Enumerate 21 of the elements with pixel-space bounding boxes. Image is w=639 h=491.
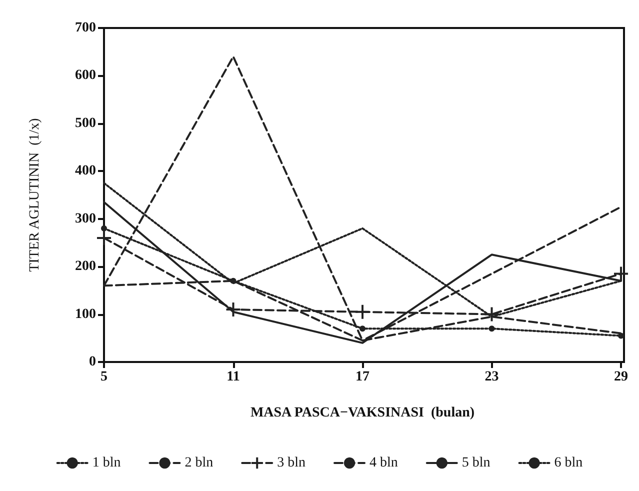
x-tick-label: 5 <box>100 370 108 384</box>
y-tick-label: 700 <box>75 20 96 36</box>
y-tick-label: 600 <box>75 68 96 84</box>
y-tick-label: 400 <box>75 164 96 179</box>
legend-label: 2 bln <box>184 456 214 470</box>
y-axis-title: TITER AGLUTININ (1/x) <box>28 118 42 272</box>
y-tick-label: 200 <box>75 259 96 274</box>
legend-label: 1 bln <box>92 456 121 470</box>
x-tick-label: 11 <box>226 370 240 384</box>
y-tick-label: 100 <box>75 306 96 322</box>
x-tick-label: 23 <box>484 370 499 384</box>
x-tick-label: 17 <box>356 370 370 384</box>
legend-label: 5 bln <box>462 456 490 470</box>
y-tick-label: 300 <box>75 211 96 226</box>
x-axis-title: MASA PASCA−VAKSINASI (bulan) <box>250 406 475 420</box>
x-tick-label: 29 <box>614 370 628 384</box>
legend-label: 6 bln <box>554 456 583 470</box>
y-tick-label: 0 <box>89 354 96 370</box>
legend-label: 3 bln <box>277 456 306 470</box>
y-tick-label: 500 <box>75 116 96 131</box>
legend-label: 4 bln <box>370 456 398 470</box>
